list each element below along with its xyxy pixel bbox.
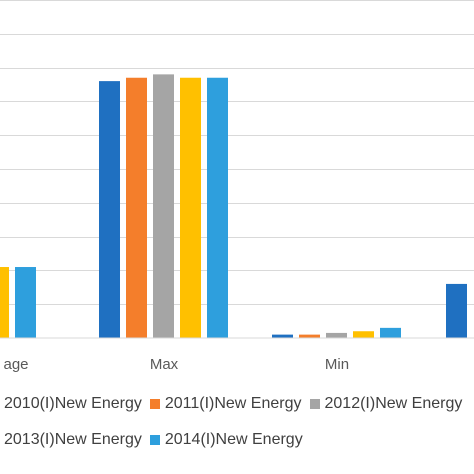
x-tick-label: Max (150, 356, 179, 373)
x-tick-label: Min (325, 356, 349, 373)
bar (99, 81, 120, 339)
bar (380, 327, 401, 338)
bar (15, 267, 36, 338)
legend-label: 2010(I)New Energy (4, 395, 142, 412)
legend-label: 2014(I)New Energy (164, 431, 303, 448)
bar (446, 283, 467, 338)
bars (0, 74, 467, 339)
bar (353, 331, 374, 338)
legend-row-2: 2013(I)New Energy 2014(I)New Energy (0, 430, 311, 450)
legend-item: 2011(I)New Energy (149, 395, 302, 413)
legend-label: 2011(I)New Energy (164, 395, 302, 412)
x-tick-label: age (3, 356, 28, 373)
legend-row-1: 2010(I)New Energy 2011(I)New Energy 2012… (0, 394, 470, 414)
bar (0, 267, 9, 338)
bar (326, 332, 347, 338)
legend-label: 2012(I)New Energy (324, 395, 463, 412)
legend-item: 2012(I)New Energy (309, 395, 463, 413)
legend-label: 2013(I)New Energy (4, 431, 142, 448)
bar (207, 77, 228, 339)
bar (153, 74, 174, 339)
bar (299, 334, 320, 338)
bar (126, 77, 147, 339)
legend-swatch (149, 399, 160, 409)
x-tick-labels: age Max Min (3, 356, 349, 373)
legend-item: 2013(I)New Energy (0, 431, 142, 449)
legend: 2010(I)New Energy 2011(I)New Energy 2012… (0, 384, 474, 464)
bar (272, 334, 293, 338)
legend-item: 2010(I)New Energy (0, 395, 142, 413)
legend-swatch (309, 399, 320, 409)
legend-item: 2014(I)New Energy (149, 431, 303, 449)
gridlines (0, 0, 474, 305)
legend-swatch (149, 435, 160, 445)
bar (180, 77, 201, 339)
